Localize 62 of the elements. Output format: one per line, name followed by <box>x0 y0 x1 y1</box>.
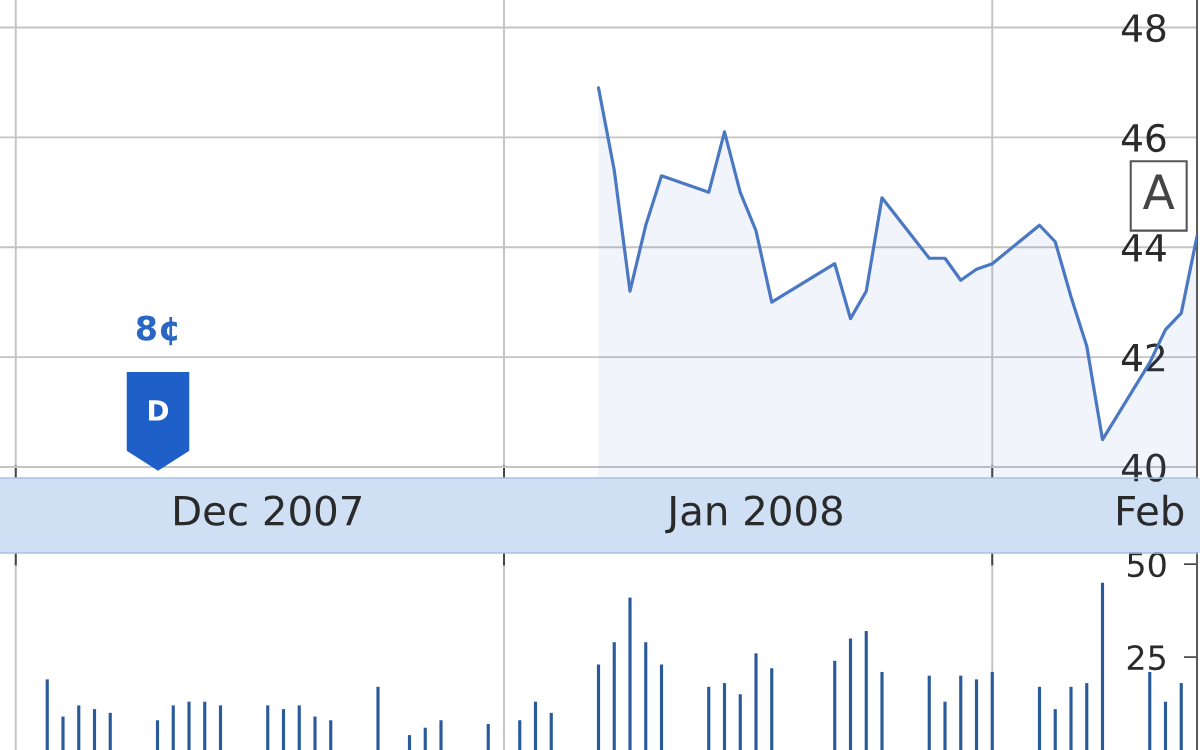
y-tick-label: 50 <box>1127 552 1166 578</box>
bar <box>407 735 412 750</box>
bar <box>518 720 522 750</box>
bar <box>1085 683 1089 750</box>
bar <box>1100 582 1105 750</box>
bar <box>45 679 49 750</box>
y-tick-label: 46 <box>1121 123 1166 153</box>
bar <box>439 720 443 750</box>
bar <box>1179 683 1183 750</box>
bar <box>848 638 853 750</box>
bar <box>1053 709 1057 750</box>
bar <box>770 668 774 750</box>
bar <box>297 705 301 750</box>
bar <box>77 705 81 750</box>
bar <box>281 709 286 750</box>
x-tick-label: Jan 2008 <box>665 495 842 534</box>
bar <box>880 671 884 750</box>
y-tick-label: 44 <box>1121 234 1166 262</box>
bar <box>738 694 742 750</box>
bar <box>533 701 538 750</box>
bar <box>203 701 207 750</box>
bar <box>92 709 97 750</box>
bar <box>990 671 994 750</box>
bar <box>644 642 648 750</box>
bar <box>155 720 160 750</box>
y-tick-label: 25 <box>1127 645 1165 671</box>
bar <box>108 712 112 750</box>
bar <box>1037 686 1042 750</box>
annotation: D <box>149 400 169 421</box>
bar <box>722 683 727 750</box>
bar <box>376 686 380 750</box>
bar <box>171 705 175 750</box>
bar <box>707 686 711 750</box>
bar <box>754 653 758 750</box>
bar <box>423 727 427 750</box>
bar <box>833 660 837 750</box>
bar <box>864 631 868 750</box>
bar <box>329 720 333 750</box>
annotation: 8¢ <box>136 315 177 346</box>
annotation: A <box>1142 174 1175 210</box>
bar <box>61 716 65 750</box>
bar <box>596 664 601 750</box>
bar <box>218 705 223 750</box>
x-tick-label: Feb <box>1118 494 1184 526</box>
bar <box>1069 686 1073 750</box>
bar <box>659 664 664 750</box>
bar <box>959 675 963 750</box>
bar <box>927 675 931 750</box>
bar <box>313 716 317 750</box>
bar <box>266 705 270 750</box>
bar <box>612 642 616 750</box>
bar <box>628 597 632 750</box>
bar <box>187 701 191 750</box>
y-tick-label: 48 <box>1121 13 1166 43</box>
bar <box>486 723 490 750</box>
bar <box>974 679 979 750</box>
y-tick-label: 40 <box>1121 453 1166 482</box>
bar <box>1148 671 1152 750</box>
x-tick-label: Dec 2007 <box>175 495 361 526</box>
bar <box>943 701 947 750</box>
bar <box>549 712 553 750</box>
bar <box>1163 701 1168 750</box>
